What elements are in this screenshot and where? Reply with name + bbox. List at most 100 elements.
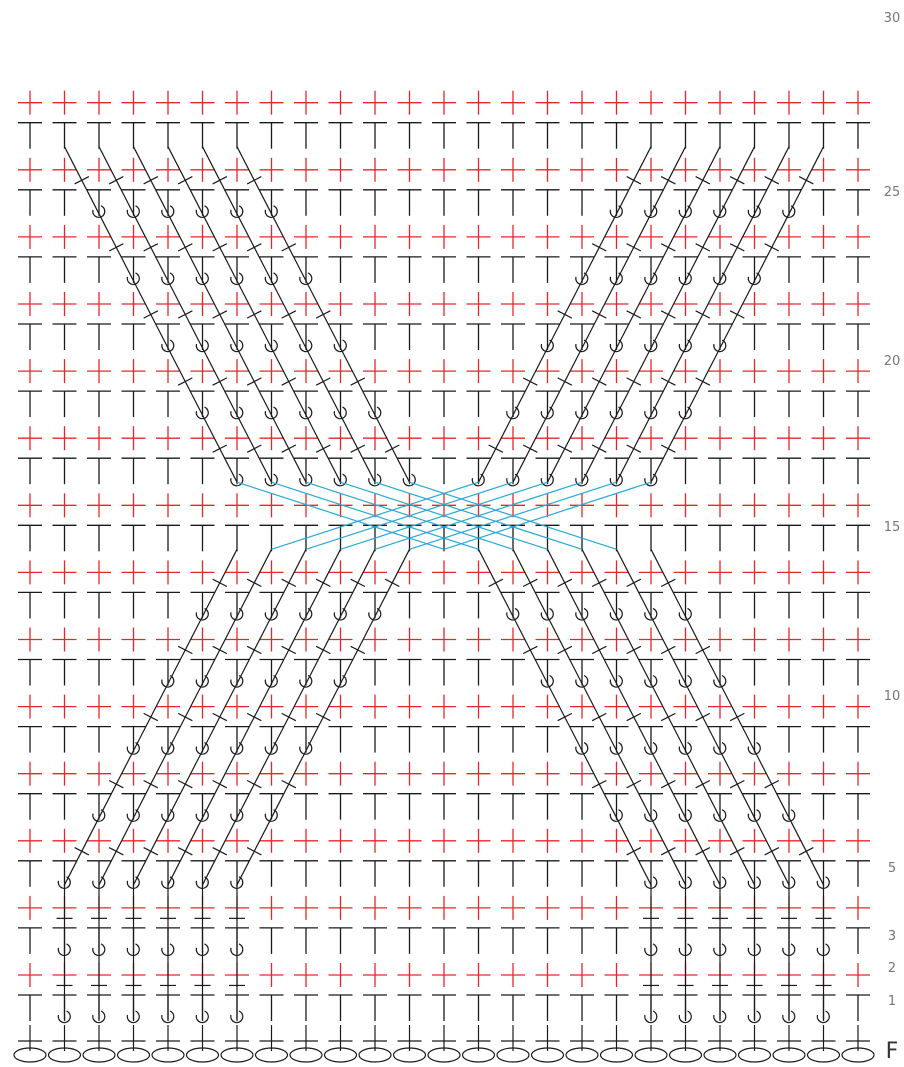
row-label: 5 bbox=[888, 861, 896, 876]
post-stitch bbox=[713, 213, 756, 286]
post-stitch-hook bbox=[264, 406, 278, 420]
post-stitch bbox=[92, 750, 135, 822]
post-stitch bbox=[575, 414, 618, 487]
post-stitch-tick bbox=[660, 578, 676, 588]
post-stitch bbox=[264, 549, 307, 621]
post-stitch-hook bbox=[713, 876, 727, 889]
post-stitch-tick bbox=[764, 176, 780, 185]
post-stitch-tick bbox=[626, 176, 642, 185]
post-stitch bbox=[229, 951, 245, 1024]
post-stitch-tick bbox=[488, 578, 504, 588]
post-stitch-hook bbox=[195, 1010, 209, 1024]
row-label: 1 bbox=[888, 994, 896, 1009]
post-stitch bbox=[167, 146, 209, 218]
post-stitch-tick bbox=[108, 847, 124, 856]
post-stitch-hook bbox=[92, 1010, 106, 1024]
post-stitch-tick bbox=[695, 779, 711, 789]
post-stitch-tick bbox=[350, 578, 366, 588]
post-stitch bbox=[581, 683, 623, 755]
post-stitch bbox=[270, 213, 313, 286]
post-stitch bbox=[92, 817, 135, 889]
post-stitch-hook bbox=[230, 473, 244, 487]
post-stitch-hook bbox=[506, 473, 520, 487]
post-stitch-hook bbox=[540, 674, 554, 688]
post-stitch bbox=[781, 951, 797, 1024]
post-stitch bbox=[650, 750, 692, 822]
post-stitch-hook bbox=[57, 1010, 71, 1024]
post-stitch-tick bbox=[729, 310, 745, 319]
post-stitch-hook bbox=[195, 272, 209, 286]
post-stitch bbox=[788, 817, 830, 889]
post-stitch bbox=[236, 347, 278, 420]
post-stitch-hook bbox=[299, 272, 313, 286]
post-stitch-hook bbox=[368, 406, 382, 420]
post-stitch-tick bbox=[729, 712, 745, 722]
post-stitch-hook bbox=[575, 674, 589, 688]
post-stitch bbox=[581, 616, 623, 688]
post-stitch-hook bbox=[609, 339, 623, 353]
post-stitch-hook bbox=[644, 339, 658, 353]
post-stitch bbox=[615, 750, 658, 822]
post-stitch-tick bbox=[695, 645, 711, 655]
post-stitch bbox=[132, 280, 175, 353]
post-stitch-hook bbox=[575, 406, 589, 420]
post-stitch-hook bbox=[644, 205, 658, 218]
post-stitch bbox=[230, 750, 273, 822]
post-stitch-tick bbox=[246, 176, 262, 185]
post-stitch-tick bbox=[246, 444, 262, 453]
post-stitch bbox=[477, 549, 520, 621]
post-stitch-tick bbox=[522, 645, 538, 655]
post-stitch-tick bbox=[626, 847, 642, 856]
post-stitch bbox=[201, 213, 244, 286]
post-stitch-tick bbox=[626, 243, 642, 252]
post-stitch-hook bbox=[264, 473, 278, 487]
post-stitch-tick bbox=[143, 847, 159, 856]
post-stitch bbox=[506, 414, 549, 487]
post-stitch-hook bbox=[333, 406, 347, 420]
row-label: 30 bbox=[884, 11, 901, 26]
post-stitch bbox=[609, 280, 652, 353]
post-stitch bbox=[236, 414, 278, 487]
post-stitch-hook bbox=[161, 674, 175, 688]
post-stitch-hook bbox=[299, 339, 313, 353]
post-stitch-tick bbox=[281, 578, 297, 588]
post-stitch-tick bbox=[626, 444, 642, 453]
post-stitch-hook bbox=[195, 742, 209, 755]
post-stitch-tick bbox=[591, 779, 607, 789]
post-stitch-tick bbox=[74, 847, 90, 856]
post-stitch bbox=[684, 616, 727, 688]
post-stitch-tick bbox=[660, 444, 676, 453]
post-stitch bbox=[650, 817, 692, 889]
post-stitch-tick bbox=[108, 243, 124, 252]
post-stitch-hook bbox=[747, 943, 761, 957]
post-stitch bbox=[98, 213, 140, 286]
post-stitch-hook bbox=[230, 809, 244, 822]
post-stitch-tick bbox=[212, 444, 228, 453]
post-stitch-tick bbox=[695, 243, 711, 252]
post-stitch bbox=[540, 414, 583, 487]
post-stitch bbox=[57, 817, 100, 889]
post-stitch-hook bbox=[540, 406, 554, 420]
post-stitch bbox=[299, 549, 342, 621]
row-label: 25 bbox=[884, 185, 901, 200]
post-stitch bbox=[264, 683, 307, 755]
post-stitch bbox=[581, 549, 623, 621]
post-stitch-hook bbox=[126, 205, 140, 218]
post-stitch-hook bbox=[609, 809, 623, 822]
post-stitch-tick bbox=[212, 377, 228, 386]
post-stitch-tick bbox=[246, 779, 262, 789]
post-stitch-hook bbox=[713, 205, 727, 218]
post-stitch-hook bbox=[644, 473, 658, 487]
post-stitch-hook bbox=[506, 406, 520, 420]
post-stitch-tick bbox=[660, 176, 676, 185]
post-stitch bbox=[167, 213, 209, 286]
foundation-label: F bbox=[886, 1039, 899, 1064]
post-stitch bbox=[644, 280, 687, 353]
post-stitch-hook bbox=[644, 607, 658, 621]
post-stitch-tick bbox=[246, 645, 262, 655]
post-stitch-tick bbox=[488, 444, 504, 453]
post-stitch bbox=[339, 414, 382, 487]
post-stitch bbox=[91, 951, 107, 1024]
row-label: 20 bbox=[884, 354, 901, 369]
